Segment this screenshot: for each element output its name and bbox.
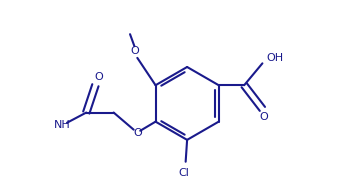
Text: O: O: [133, 128, 142, 138]
Text: O: O: [130, 46, 139, 56]
Text: O: O: [260, 112, 269, 122]
Text: NH: NH: [54, 120, 71, 130]
Text: O: O: [94, 72, 103, 82]
Text: OH: OH: [267, 53, 284, 63]
Text: Cl: Cl: [179, 168, 190, 178]
